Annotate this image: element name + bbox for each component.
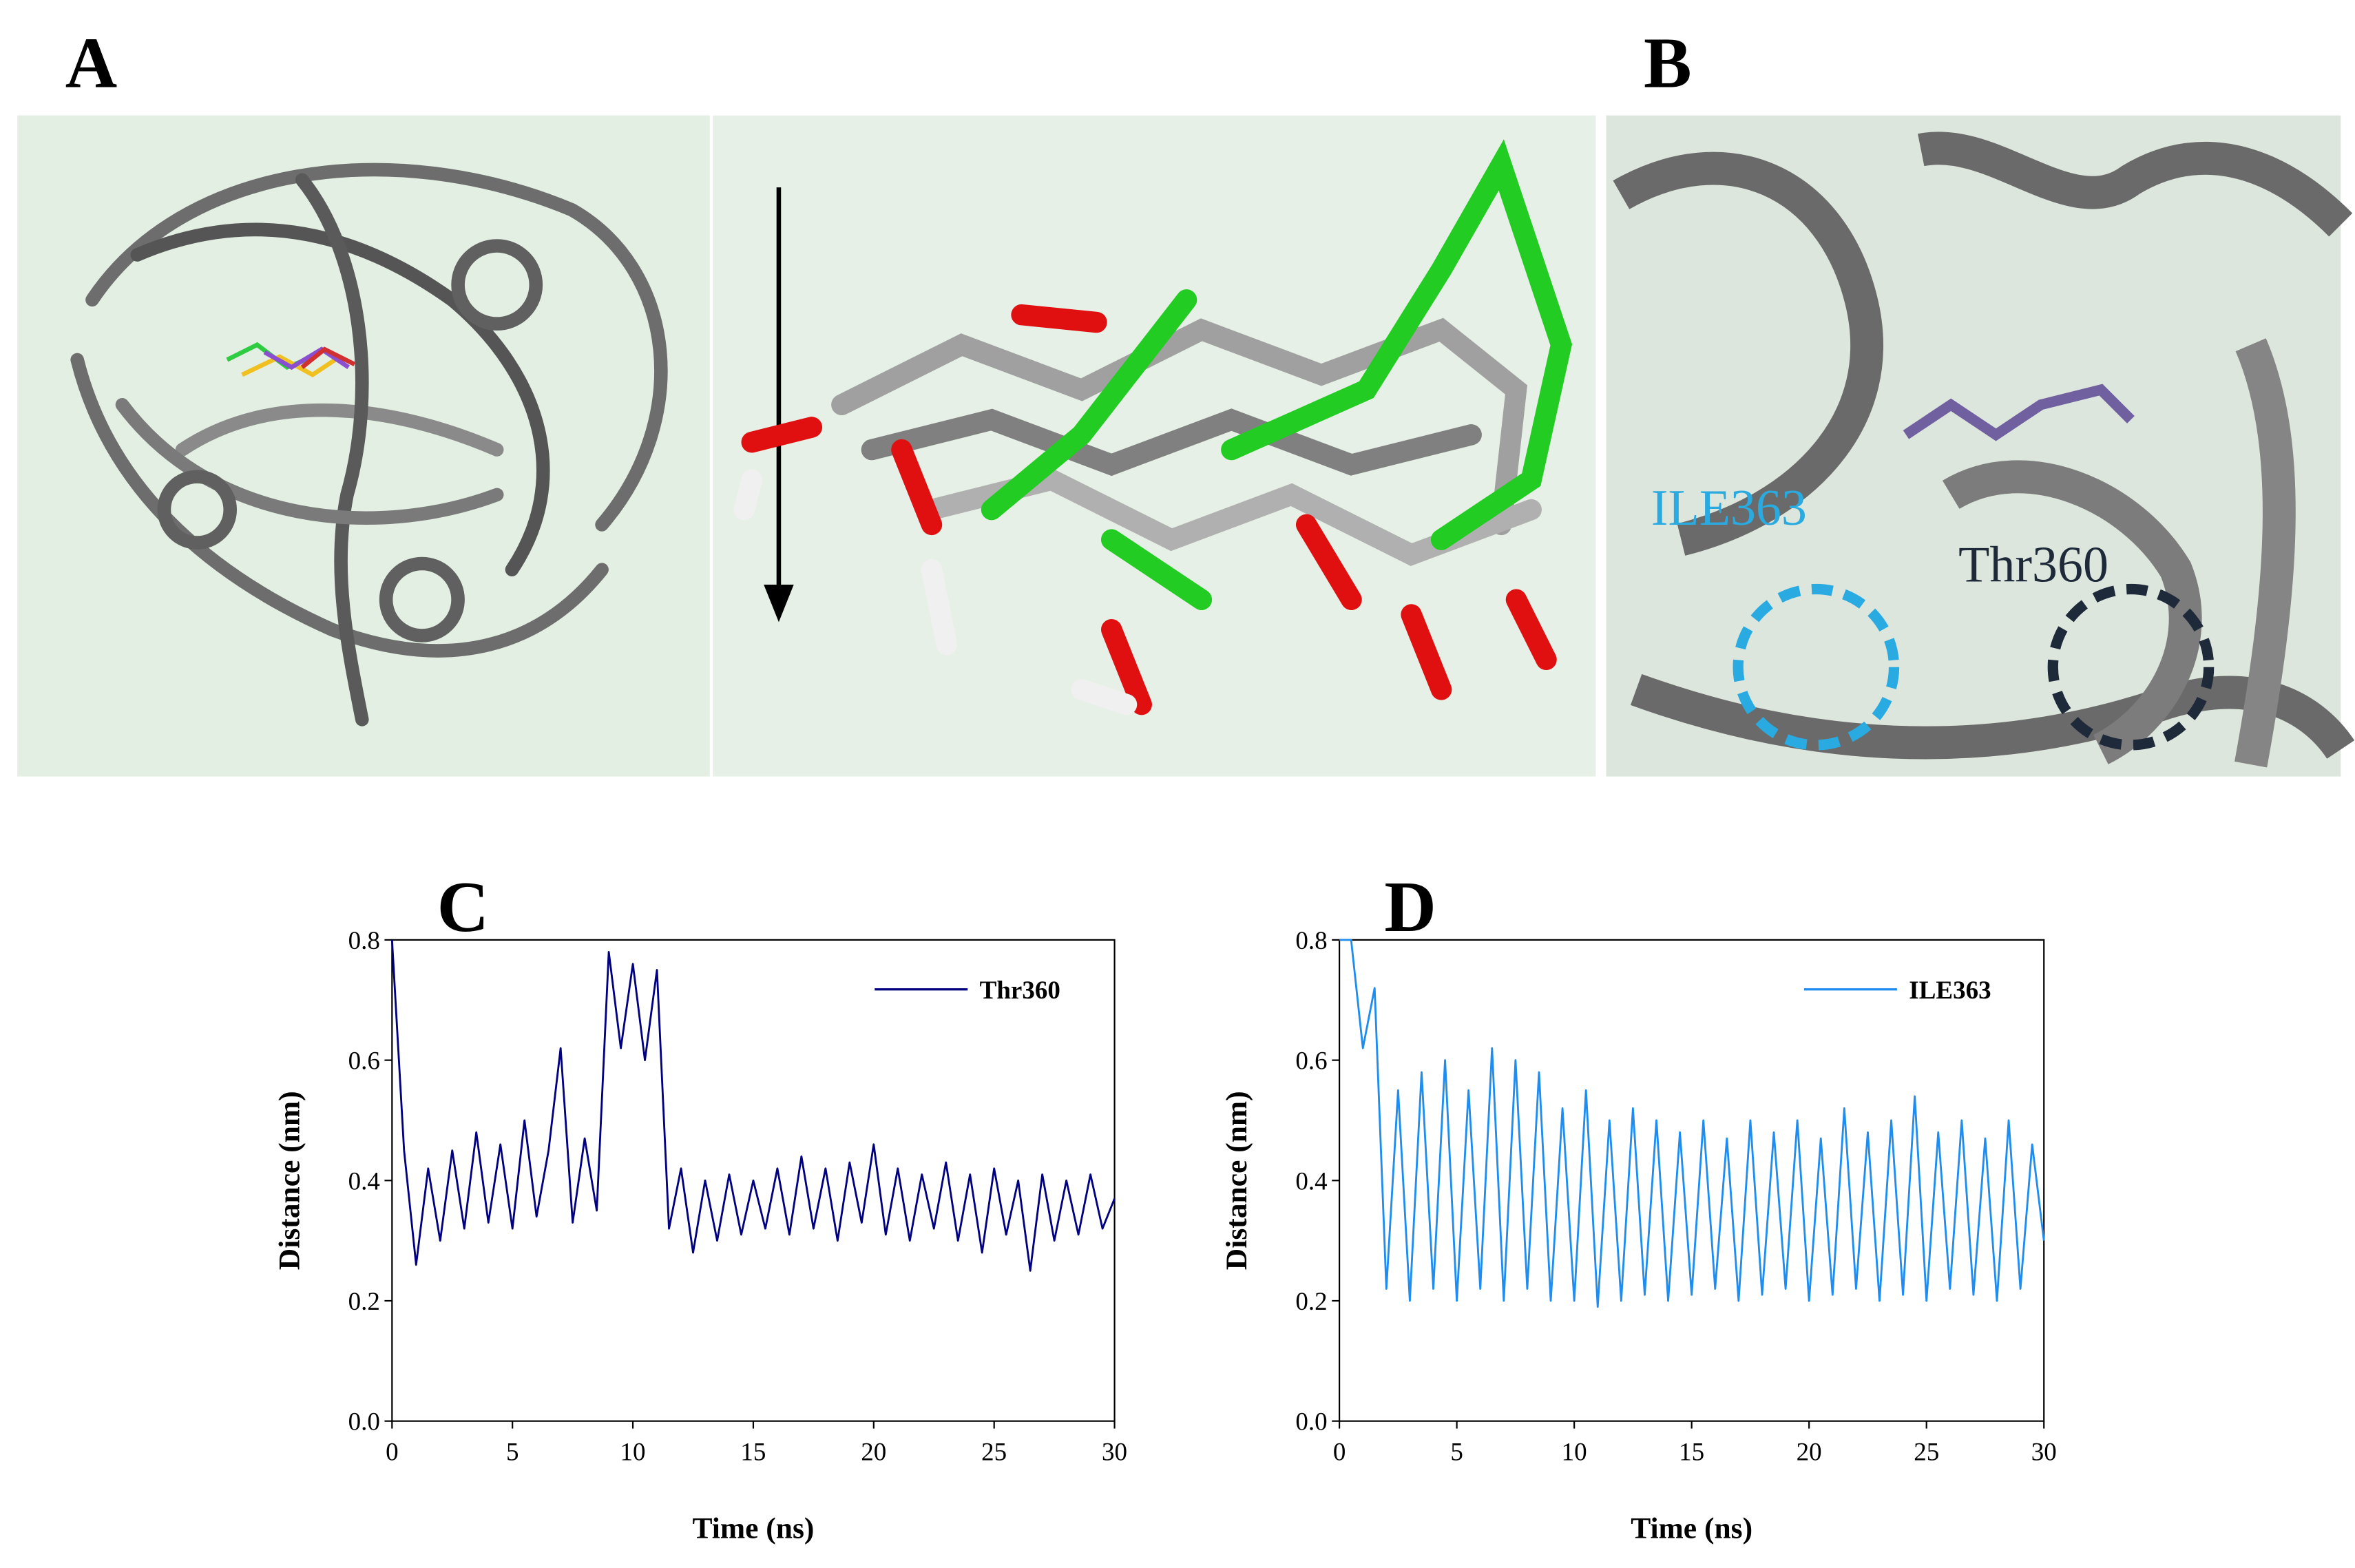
x-tick-label: 20 [861, 1438, 886, 1466]
y-tick-label: 0.0 [348, 1408, 380, 1436]
x-axis-label: Time (ns) [1631, 1512, 1752, 1545]
ligand-sticks [733, 139, 1573, 715]
y-tick-label: 0.6 [1295, 1047, 1327, 1076]
y-tick-label: 0.0 [1295, 1408, 1327, 1436]
x-tick-label: 30 [1102, 1438, 1127, 1466]
x-tick-label: 5 [506, 1438, 519, 1466]
x-tick-label: 0 [386, 1438, 399, 1466]
panel-label: A [65, 23, 117, 103]
ile363-circle [1733, 583, 1900, 751]
x-tick-label: 20 [1797, 1438, 1822, 1466]
panel-label: B [1644, 23, 1692, 103]
y-tick-label: 0.2 [348, 1288, 380, 1316]
legend-label: Thr360 [980, 976, 1060, 1005]
x-tick-label: 10 [1562, 1438, 1587, 1466]
data-line [1339, 939, 2045, 1308]
annotation: ILE363 [1651, 480, 1807, 536]
y-tick-label: 0.2 [1295, 1288, 1327, 1316]
x-tick-label: 5 [1450, 1438, 1463, 1466]
y-tick-label: 0.8 [1295, 927, 1327, 955]
panel-b-bg [1606, 115, 2341, 777]
panel-label: D [1384, 867, 1436, 947]
thr360-circle [2047, 583, 2215, 751]
ligand-b [1903, 384, 2135, 441]
y-axis-label: Distance (nm) [273, 1091, 306, 1270]
x-tick-label: 15 [1679, 1438, 1704, 1466]
y-axis-label: Distance (nm) [1220, 1091, 1253, 1270]
x-tick-label: 30 [2031, 1438, 2057, 1466]
arrow-head [764, 584, 794, 623]
ligands [226, 342, 356, 378]
x-tick-label: 10 [620, 1438, 646, 1466]
y-tick-label: 0.8 [348, 927, 380, 955]
x-tick-label: 15 [740, 1438, 766, 1466]
y-tick-label: 0.4 [348, 1167, 380, 1195]
y-tick-label: 0.4 [1295, 1167, 1327, 1195]
x-tick-label: 25 [1914, 1438, 1939, 1466]
protein-ribbons [70, 163, 668, 726]
x-axis-label: Time (ns) [693, 1512, 815, 1545]
legend-label: ILE363 [1909, 976, 1991, 1005]
x-tick-label: 0 [1333, 1438, 1346, 1466]
panel-label: C [437, 867, 489, 947]
annotation: Thr360 [1958, 537, 2108, 594]
plot-frame [1339, 939, 2045, 1422]
y-tick-label: 0.6 [348, 1047, 380, 1076]
x-tick-label: 25 [981, 1438, 1007, 1466]
data-line [390, 939, 1116, 1272]
